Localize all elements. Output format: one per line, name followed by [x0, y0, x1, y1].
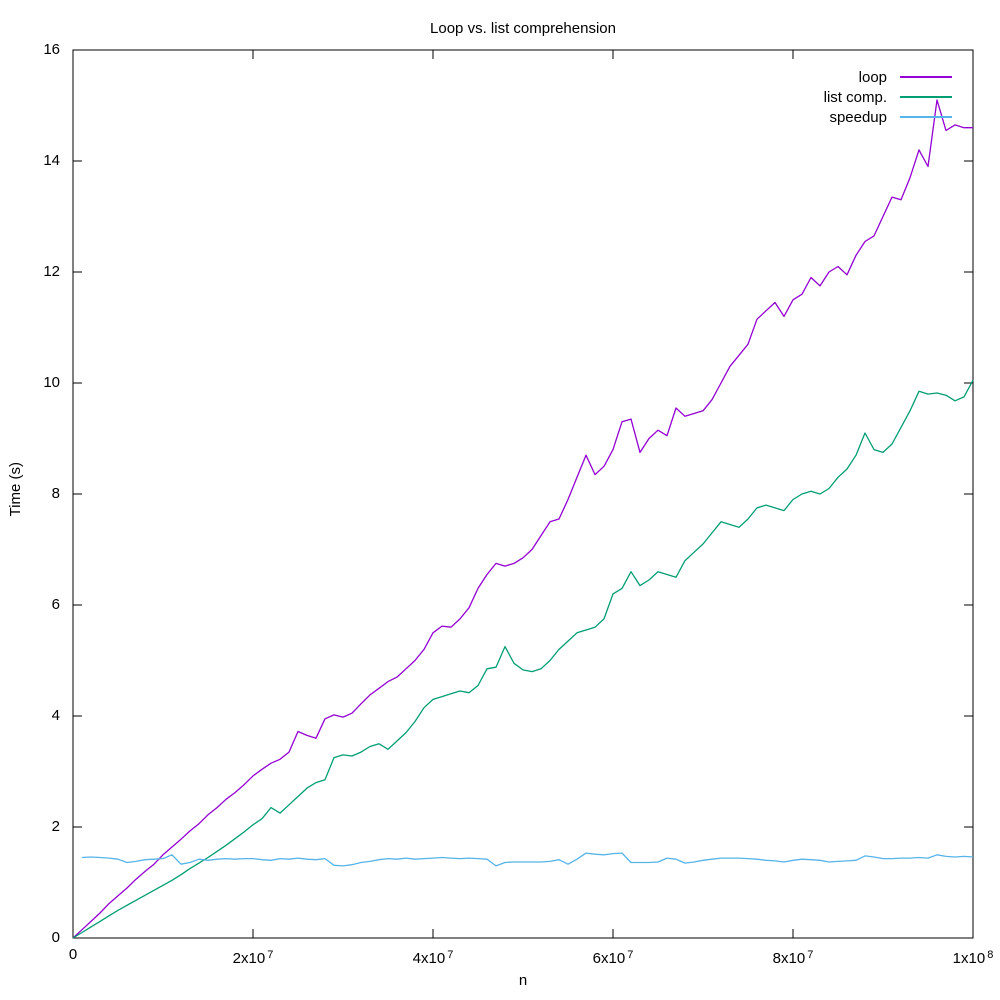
- y-tick-label: 16: [43, 41, 60, 58]
- y-tick-label: 8: [51, 485, 60, 502]
- legend: loop list comp. speedup: [824, 67, 952, 127]
- x-axis-label: n: [518, 972, 528, 989]
- chart-title: Loop vs. list comprehension: [430, 20, 616, 37]
- legend-label-loop: loop: [858, 68, 887, 86]
- y-tick-label: 6: [51, 596, 60, 613]
- y-tick-label: 12: [43, 263, 60, 280]
- x-tick-label: 4x10 7: [412, 949, 454, 967]
- legend-swatch-speedup: [900, 116, 952, 118]
- y-tick-label: 2: [51, 818, 60, 835]
- legend-swatch-loop: [900, 76, 952, 78]
- y-tick-label: 10: [43, 374, 60, 391]
- y-tick-label: 14: [43, 152, 60, 169]
- legend-label-list-comp: list comp.: [823, 88, 887, 106]
- x-tick-label: 6x10 7: [592, 949, 634, 967]
- y-tick-label: 0: [51, 929, 60, 946]
- x-tick-label: 1x10 8: [952, 949, 994, 967]
- legend-label-speedup: speedup: [829, 108, 887, 126]
- x-tick-label: 8x10 7: [772, 949, 814, 967]
- x-tick-label: 2x10 7: [232, 949, 274, 967]
- x-tick-label: 0: [68, 946, 78, 963]
- legend-item-loop: loop: [824, 67, 952, 87]
- legend-item-list-comp: list comp.: [824, 87, 952, 107]
- y-tick-label: 4: [51, 707, 60, 724]
- legend-swatch-list-comp: [900, 96, 952, 98]
- legend-item-speedup: speedup: [824, 107, 952, 127]
